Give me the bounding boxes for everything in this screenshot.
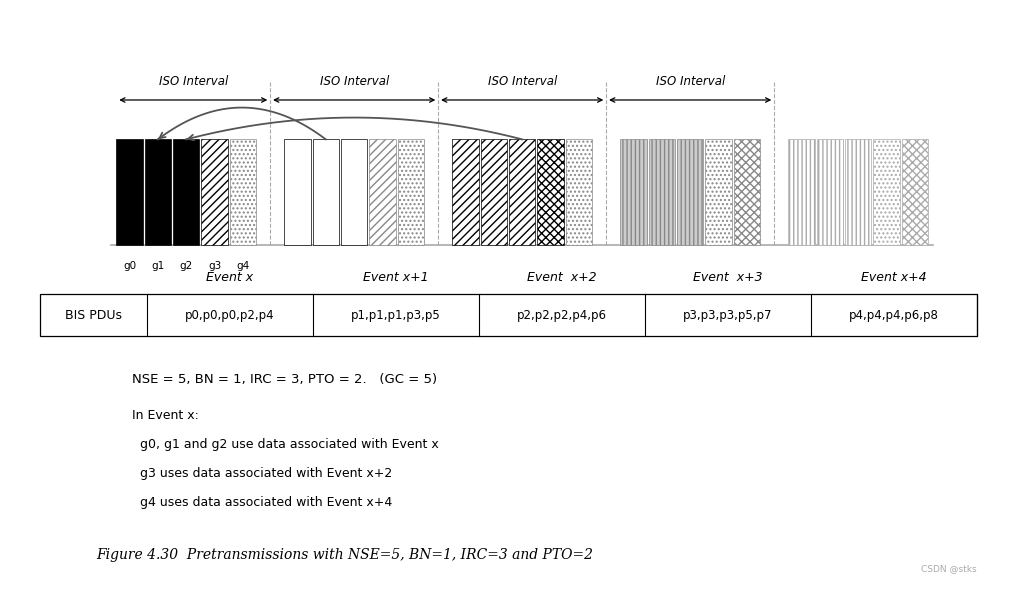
Bar	[480, 139, 507, 245]
Text: g0: g0	[123, 261, 135, 271]
Bar	[397, 139, 424, 245]
Text: g3 uses data associated with Event x+2: g3 uses data associated with Event x+2	[131, 467, 391, 480]
Text: p1,p1,p1,p3,p5: p1,p1,p1,p3,p5	[351, 308, 440, 322]
Bar	[452, 139, 478, 245]
Bar	[173, 139, 199, 245]
Text: Event  x+3: Event x+3	[693, 271, 761, 284]
Text: In Event x:: In Event x:	[131, 409, 198, 422]
Text: ISO Interval: ISO Interval	[487, 75, 556, 88]
Text: ISO Interval: ISO Interval	[159, 75, 227, 88]
Bar	[341, 139, 367, 245]
Bar	[705, 139, 731, 245]
Bar	[40, 294, 976, 336]
Text: ISO Interval: ISO Interval	[655, 75, 724, 88]
Bar	[733, 139, 759, 245]
Text: g0, g1 and g2 use data associated with Event x: g0, g1 and g2 use data associated with E…	[131, 438, 438, 451]
Bar	[676, 139, 703, 245]
Text: g3: g3	[207, 261, 221, 271]
Bar	[284, 139, 310, 245]
Text: g2: g2	[179, 261, 193, 271]
Bar	[648, 139, 674, 245]
Text: g4: g4	[236, 261, 250, 271]
Text: BIS PDUs: BIS PDUs	[65, 308, 122, 322]
Bar	[901, 139, 927, 245]
Bar	[565, 139, 591, 245]
Text: p4,p4,p4,p6,p8: p4,p4,p4,p6,p8	[848, 308, 937, 322]
Bar	[872, 139, 899, 245]
Bar	[145, 139, 171, 245]
Text: CSDN @stks: CSDN @stks	[920, 564, 976, 573]
Bar	[229, 139, 256, 245]
Bar	[844, 139, 870, 245]
Bar	[201, 139, 227, 245]
Text: NSE = 5, BN = 1, IRC = 3, PTO = 2.   (GC = 5): NSE = 5, BN = 1, IRC = 3, PTO = 2. (GC =…	[131, 373, 437, 385]
Text: p2,p2,p2,p4,p6: p2,p2,p2,p4,p6	[517, 308, 606, 322]
Text: p3,p3,p3,p5,p7: p3,p3,p3,p5,p7	[682, 308, 771, 322]
Text: g1: g1	[151, 261, 165, 271]
Text: Event x: Event x	[206, 271, 253, 284]
Bar	[312, 139, 339, 245]
Text: p0,p0,p0,p2,p4: p0,p0,p0,p2,p4	[185, 308, 274, 322]
Bar	[537, 139, 563, 245]
Text: Event x+1: Event x+1	[363, 271, 428, 284]
Text: ISO Interval: ISO Interval	[319, 75, 388, 88]
Text: g4 uses data associated with Event x+4: g4 uses data associated with Event x+4	[131, 496, 391, 509]
Text: Event  x+2: Event x+2	[527, 271, 595, 284]
Bar	[369, 139, 395, 245]
Bar	[788, 139, 814, 245]
Bar	[509, 139, 535, 245]
Text: Figure 4.30  Pretransmissions with NSE=5, BN=1, IRC=3 and PTO=2: Figure 4.30 Pretransmissions with NSE=5,…	[96, 548, 592, 562]
Bar	[620, 139, 646, 245]
Bar	[816, 139, 842, 245]
Bar	[116, 139, 143, 245]
Text: Event x+4: Event x+4	[860, 271, 925, 284]
